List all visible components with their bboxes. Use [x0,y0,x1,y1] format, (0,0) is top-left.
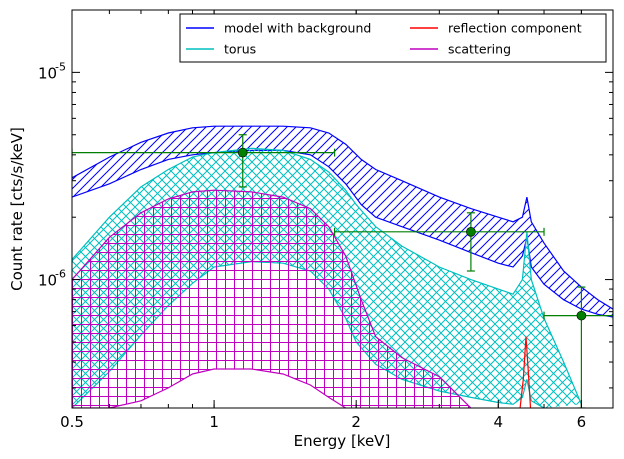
reflection-component-band-upper [519,336,532,408]
x-tick-label: 0.5 [60,413,84,431]
ticks-layer: 0.5 1 2 4 610-610-5 [38,9,614,431]
legend-label-scattering: scattering [448,42,511,57]
y-tick-label: 10 [38,64,57,82]
scattering-band-lower [72,368,347,408]
x-axis-label: Energy [keV] [294,432,391,450]
model-with-background-band-lower [72,149,613,318]
x-tick-label: 2 [351,413,361,431]
data-point-2 [333,212,545,272]
model-with-background-band-upper [72,125,613,310]
legend-label-torus: torus [224,42,256,57]
legend: model with background reflection componen… [179,13,607,63]
data-point-3 [543,286,613,408]
scattering-band-fill [72,190,471,408]
y-tick-label: 10 [38,272,57,290]
scattering-band-upper [72,189,472,408]
bands-layer [72,125,613,408]
data-point-marker [466,227,476,237]
data-point-marker [576,310,587,321]
legend-box [179,13,607,63]
x-tick-label: 4 [494,413,504,431]
data-points-layer [72,134,613,408]
model-with-background-band-fill [72,126,613,317]
x-tick-label: 6 [577,413,587,431]
y-tick-exponent: -5 [55,60,66,73]
legend-label-reflection-component: reflection component [448,21,582,36]
y-axis-label: Count rate [cts/s/keV] [8,127,26,291]
legend-label-model-with-background: model with background [224,21,371,36]
y-tick-exponent: -6 [55,268,66,281]
torus-band-upper [72,147,582,405]
x-tick-label: 1 [209,413,219,431]
data-point-1 [72,134,336,188]
data-point-marker [237,147,248,158]
plot-frame [71,9,614,409]
